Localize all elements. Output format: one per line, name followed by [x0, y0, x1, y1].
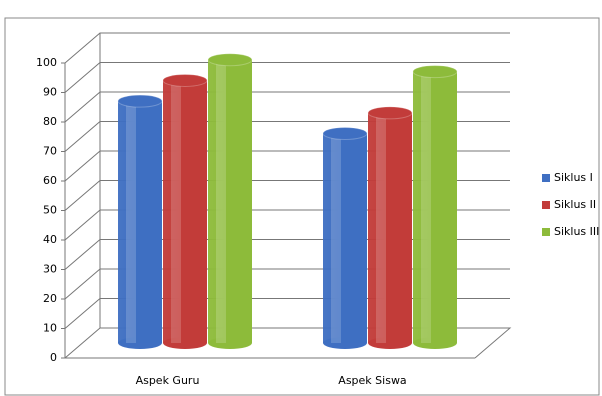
y-tick-label: 50 — [43, 204, 57, 217]
y-tick-label: 90 — [43, 86, 57, 99]
cylinder-top — [162, 73, 208, 87]
bar-shade — [323, 133, 367, 343]
y-tick-label: 100 — [36, 56, 57, 69]
legend-label: Siklus II — [554, 198, 596, 211]
bar-highlight — [376, 112, 386, 344]
cylinder-top — [412, 65, 458, 79]
x-tick-label: Aspek Guru — [136, 374, 200, 387]
y-tick-label: 60 — [43, 174, 57, 187]
legend-label: Siklus I — [554, 171, 593, 184]
bar-shade — [163, 80, 207, 343]
cylinder-top — [117, 94, 163, 108]
x-tick-label: Aspek Siswa — [338, 374, 406, 387]
cylinder-top — [207, 53, 253, 67]
y-tick-label: 70 — [43, 145, 57, 158]
bar-shade — [368, 112, 412, 344]
chart-frame — [4, 17, 600, 396]
legend-label: Siklus III — [554, 225, 599, 238]
legend-swatch — [542, 228, 550, 236]
legend-swatch — [542, 174, 550, 182]
grid-line — [64, 62, 510, 93]
y-tick-label: 40 — [43, 233, 57, 246]
bar-shade — [413, 71, 457, 343]
bar-highlight — [331, 133, 341, 343]
bar-highlight — [126, 101, 136, 343]
grid-line — [64, 91, 510, 123]
cylinder-top — [367, 106, 413, 120]
grid-line — [64, 32, 510, 64]
wall-edge — [64, 327, 512, 359]
legend-swatch — [542, 201, 550, 209]
bar-highlight — [216, 59, 226, 344]
bar-shade — [118, 101, 162, 343]
y-tick-label: 80 — [43, 115, 57, 128]
bar-highlight — [421, 71, 431, 343]
y-tick-label: 10 — [43, 322, 57, 335]
y-tick-label: 30 — [43, 263, 57, 276]
y-tick-label: 20 — [43, 292, 57, 305]
cylinder-top — [322, 127, 368, 141]
y-tick-label: 0 — [50, 351, 57, 364]
bar-highlight — [171, 80, 181, 343]
bar-shade — [208, 59, 252, 344]
